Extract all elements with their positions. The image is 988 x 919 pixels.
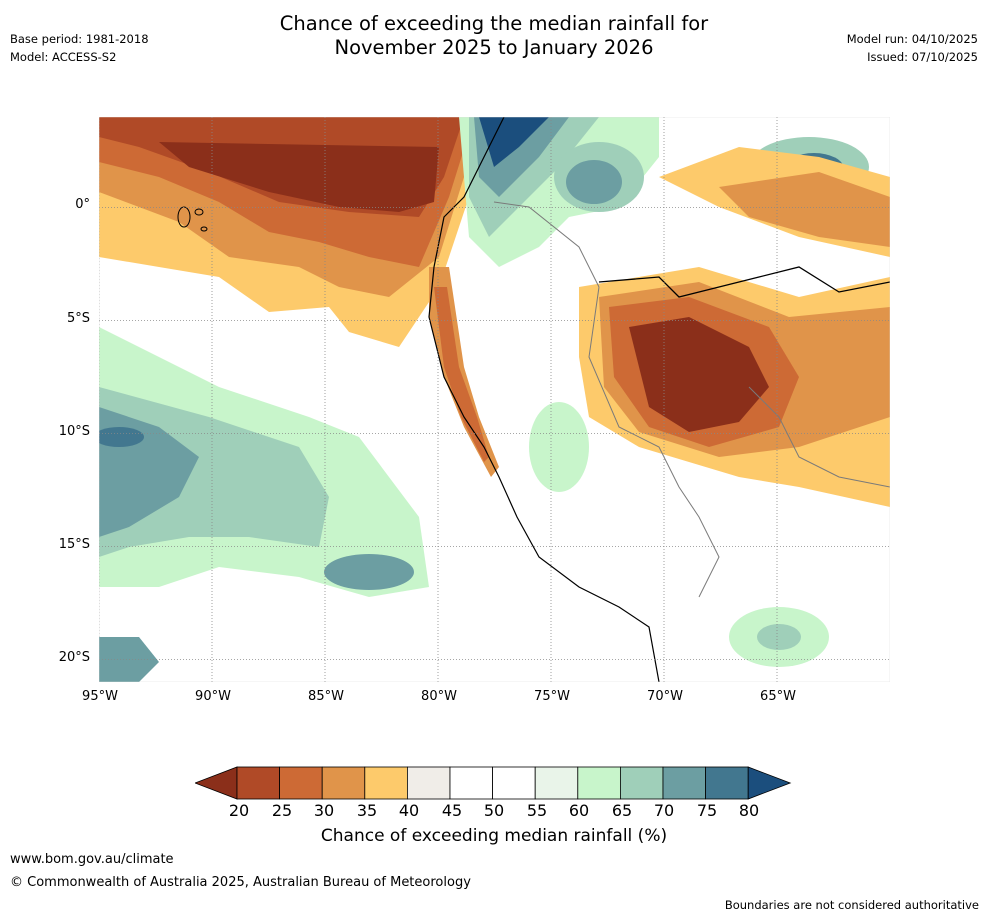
colorbar-tick-80: 80 [738,801,760,820]
meta-right: Model run: 04/10/2025 Issued: 07/10/2025 [847,30,978,66]
colorbar-tick-60: 60 [568,801,590,820]
colorbar-label: Chance of exceeding median rainfall (%) [320,826,668,846]
lat-label-5s: 5°S [66,311,90,326]
colorbar-segment [577,766,621,800]
colorbar-segment [534,766,579,800]
lat-label-20s: 20°S [58,650,90,665]
colorbar-segment [449,766,493,800]
amazon-river [598,266,890,298]
footer-url[interactable]: www.bom.gov.au/climate [10,852,174,867]
colorbar-tick-50: 50 [483,801,505,820]
lon-label-70w: 70°W [647,689,683,704]
colorbar-segment [364,766,408,800]
colorbar-segment [406,766,451,800]
issued-date: Issued: 07/10/2025 [867,50,978,64]
lon-label-65w: 65°W [760,689,796,704]
lat-label-0: 0° [75,197,90,212]
graticule [99,117,890,682]
lat-label-15s: 15°S [58,537,90,552]
colorbar [195,766,792,800]
lon-label-80w: 80°W [421,689,457,704]
colorbar-segment [236,766,280,800]
chart-title: Chance of exceeding the median rainfall … [0,12,988,60]
colorbar-tick-70: 70 [653,801,675,820]
wet-region-southwest [99,327,429,682]
country-borders [493,201,890,598]
colorbar-segment [321,766,366,800]
colorbar-tick-20: 20 [228,801,250,820]
colorbar-tick-35: 35 [356,801,378,820]
colorbar-tick-55: 55 [526,801,548,820]
lon-label-85w: 85°W [308,689,344,704]
dry-region-amazon [579,147,890,507]
meta-left: Base period: 1981-2018 Model: ACCESS-S2 [10,30,149,66]
footer-copyright: © Commonwealth of Australia 2025, Austra… [10,875,471,890]
colorbar-segment [619,766,664,800]
footer-disclaimer: Boundaries are not considered authoritat… [724,898,979,912]
title-line-1: Chance of exceeding the median rainfall … [279,12,709,35]
colorbar-tick-30: 30 [313,801,335,820]
model-run: Model run: 04/10/2025 [846,32,978,46]
lon-label-95w: 95°W [82,689,118,704]
wet-region-southeast [529,402,829,667]
colorbar-segment [279,766,323,800]
colorbar-tick-45: 45 [441,801,463,820]
title-line-2: November 2025 to January 2026 [334,36,654,59]
colorbar-tick-25: 25 [271,801,293,820]
lon-label-90w: 90°W [195,689,231,704]
colorbar-arrow-high [747,766,792,800]
colorbar-arrow-low [195,766,238,800]
colorbar-segment [492,766,536,800]
rainfall-map [99,117,890,682]
lat-label-10s: 10°S [58,424,90,439]
colorbar-segment [705,766,749,800]
dry-region-coast [429,267,499,477]
base-period: Base period: 1981-2018 [10,32,149,46]
colorbar-tick-40: 40 [398,801,420,820]
colorbar-tick-65: 65 [611,801,633,820]
model-name: Model: ACCESS-S2 [10,50,117,64]
colorbar-segment [662,766,706,800]
lon-label-75w: 75°W [534,689,570,704]
colorbar-tick-75: 75 [696,801,718,820]
